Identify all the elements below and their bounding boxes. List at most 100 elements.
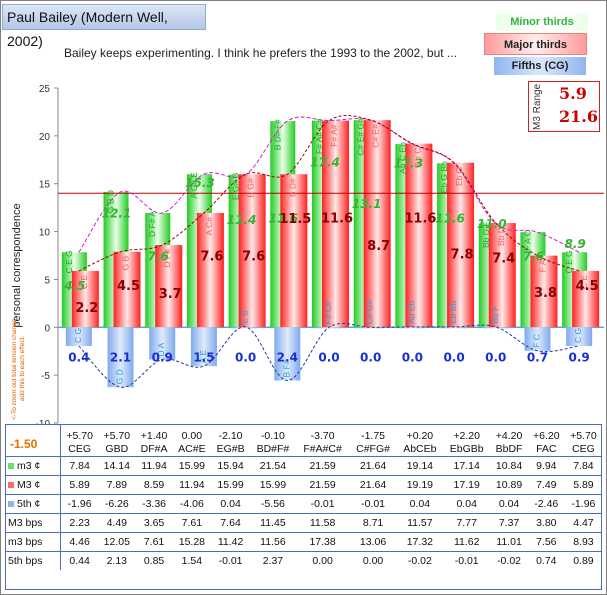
zoom-note-line: add this to each effect. <box>19 335 26 402</box>
fifth-value-label: 0.0 <box>485 350 506 364</box>
table-cell: 7.61 <box>172 513 212 533</box>
table-cell: 11.62 <box>443 532 491 552</box>
minor-value-label: 15.3 <box>185 176 215 190</box>
table-cell: 8.59 <box>135 475 173 495</box>
offset-value-cell: +1.40 <box>140 430 168 442</box>
fifth-value-label: 2.1 <box>110 350 131 364</box>
fifth-pair-label: Eb Bb <box>448 300 458 323</box>
fifth-bar <box>524 327 551 351</box>
major-third-bar <box>71 270 99 328</box>
table-cell: 0.04 <box>211 494 251 514</box>
table-cell: 17.32 <box>396 532 444 552</box>
minor-triad-label: C E G <box>64 250 74 273</box>
chord-name-cell: DF#A <box>140 443 168 455</box>
fifth-pair-label: F C <box>531 334 541 348</box>
table-header-cell: -1.75 C#FG# <box>349 424 396 457</box>
table-cell: 17.19 <box>443 475 491 495</box>
table-cell: 17.38 <box>295 532 350 552</box>
y-tick-label: -10 <box>36 419 51 425</box>
table-cell: 11.58 <box>295 513 350 533</box>
chord-name-cell: BD#F# <box>256 443 290 455</box>
row-label: 5th ¢ <box>17 498 41 510</box>
fifth-bar <box>149 327 176 360</box>
fifth-value-label: 0.0 <box>318 350 339 364</box>
offset-value-cell: +5.70 <box>570 430 597 442</box>
major-third-bar <box>155 245 183 328</box>
table-header-cell: +1.40 DF#A <box>135 424 172 457</box>
m3-range-high: 21.6 <box>559 107 598 126</box>
fifth-bar <box>441 327 468 329</box>
row-color-swatch <box>8 463 14 470</box>
table-header-cell: +5.70 CEG <box>565 424 602 457</box>
fifth-bar <box>107 327 134 388</box>
fifth-value-label: 0.4 <box>68 350 89 364</box>
table-cell: 9.94 <box>527 456 565 476</box>
minor-triad-label: F A C <box>522 230 532 251</box>
table-cell: 4.47 <box>564 513 602 533</box>
major-value-label: 7.6 <box>242 250 265 265</box>
table-header-row: +5.70 CEG +5.70 GBD +1.40 DF#A 0.00 AC#E -2.10 EG… <box>5 424 602 457</box>
table-cell: 7.77 <box>443 513 491 533</box>
fifth-bar <box>190 327 217 367</box>
table-cell: -0.01 <box>295 494 350 514</box>
legend-minor-thirds: Minor thirds <box>496 13 588 31</box>
minor-value-label: 4.5 <box>63 279 85 293</box>
major-third-bar <box>405 143 433 328</box>
table-cell: 12.05 <box>98 532 136 552</box>
row-color-swatch <box>8 482 14 489</box>
major-third-bar <box>238 174 266 328</box>
table-cell: -5.56 <box>250 494 296 514</box>
major-third-bar <box>572 270 600 328</box>
table-cell: 14.14 <box>98 456 136 476</box>
chord-name-cell: EG#B <box>216 443 245 455</box>
minor-triad-label: C E G <box>564 250 574 273</box>
table-cell: 7.64 <box>211 513 251 533</box>
y-tick-label: 0 <box>44 323 50 334</box>
row-label: m3 bps <box>8 536 43 548</box>
row-label-cell: 5th ¢ <box>5 494 61 514</box>
fifth-pair-label: E B <box>240 310 250 324</box>
fifth-bar <box>399 327 426 329</box>
y-tick-label: 15 <box>39 180 51 191</box>
offset-value-cell: +4.20 <box>495 430 523 442</box>
table-cell: 11.45 <box>250 513 296 533</box>
major-third-bar <box>447 162 475 328</box>
major-triad-label: C# E# <box>371 124 381 148</box>
major-triad-label: C E <box>579 275 589 290</box>
table-cell: 11.42 <box>211 532 251 552</box>
fifth-value-label: 1.5 <box>193 350 214 364</box>
table-row: m3 ¢ 7.84 14.14 11.94 15.99 15.94 21.54 21.59 21… <box>5 456 602 476</box>
fifth-pair-label: C G <box>73 328 83 343</box>
offset-value-cell: +2.20 <box>453 430 480 442</box>
major-triad-label: D F# <box>162 249 172 268</box>
table-cell: -0.02 <box>490 551 528 570</box>
table-cell: 3.80 <box>527 513 565 533</box>
minor-value-label: 7.6 <box>148 250 169 264</box>
table-cell: -0.01 <box>211 551 251 570</box>
table-cell: 11.94 <box>135 456 173 476</box>
chord-name-cell: AC#E <box>178 443 206 455</box>
table-cell: 0.00 <box>295 551 350 570</box>
major-value-label: 3.7 <box>159 287 182 302</box>
offset-value-cell: -0.10 <box>260 430 285 442</box>
table-cell: -0.01 <box>349 494 397 514</box>
minor-value-label: 11.6 <box>269 211 299 225</box>
major-third-bar <box>530 255 558 328</box>
major-triad-label: C E <box>79 275 89 290</box>
minor-value-label: 11.4 <box>227 213 257 227</box>
chart-title: Paul Bailey (Modern Well, 2002) <box>2 4 206 49</box>
table-header-cell: -0.10 BD#F# <box>250 424 296 457</box>
fifth-value-label: 0.9 <box>152 350 173 364</box>
y-tick-label: 20 <box>39 132 51 143</box>
minor-value-label: 12.1 <box>102 206 132 220</box>
table-header-cell: 0.00 AC#E <box>173 424 211 457</box>
table-cell: 10.89 <box>490 475 528 495</box>
chord-name-cell: AbCEb <box>403 443 437 455</box>
table-cell: 7.84 <box>564 456 602 476</box>
fifth-pair-label: F# C# <box>323 301 333 324</box>
minor-triad-label: Eb G Bb <box>439 161 449 193</box>
major-value-label: 7.4 <box>492 251 515 266</box>
table-cell: 21.64 <box>349 456 397 476</box>
table-cell: 4.49 <box>98 513 136 533</box>
zoom-note-line: <-To zoom out total tension change, <box>11 316 18 420</box>
